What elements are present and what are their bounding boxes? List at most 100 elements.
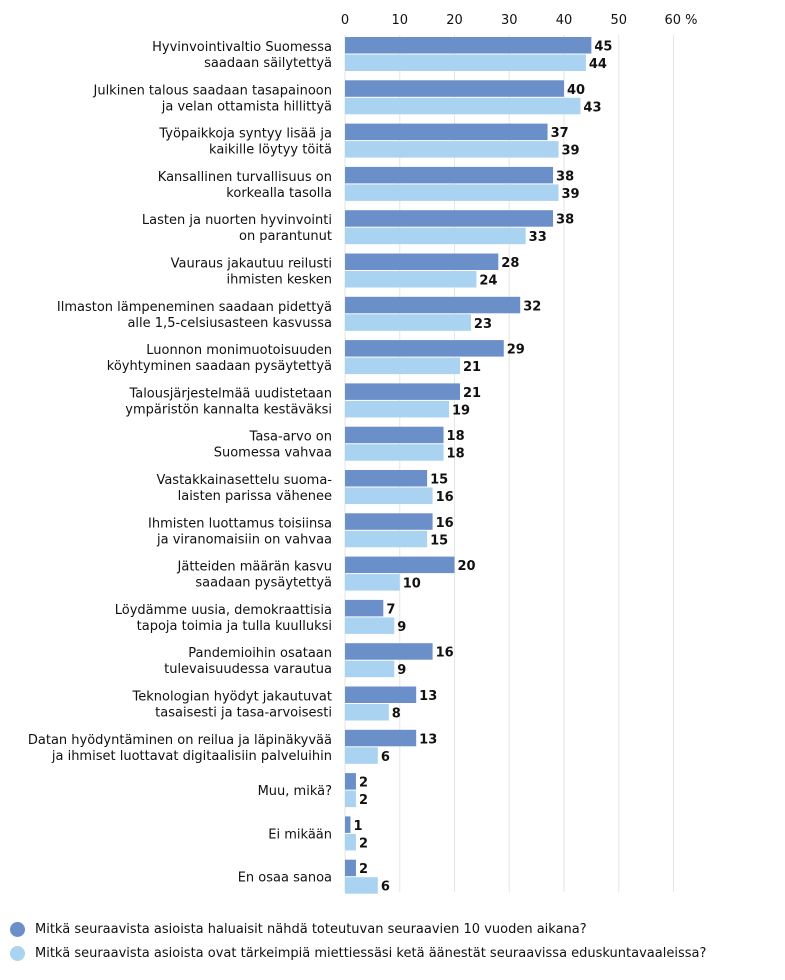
data-label-series-1: 7 <box>386 602 395 617</box>
category-label-line: Vauraus jakautuu reilusti <box>171 257 332 272</box>
bar-series-2 <box>345 54 586 71</box>
category-label-line: köyhtyminen saadaan pysäytettyä <box>107 359 332 374</box>
category-label-line: Kansallinen turvallisuus on <box>158 170 332 185</box>
bar-series-2 <box>345 574 400 591</box>
data-label-series-1: 21 <box>463 386 481 401</box>
gridlines <box>344 35 674 892</box>
category-label-line: Ihmisten luottamus toisiinsa <box>148 516 332 531</box>
legend: Mitkä seuraavista asioista haluaisit näh… <box>10 917 785 965</box>
x-tick-label: 20 <box>446 13 463 28</box>
category-label-line: ihmisten kesken <box>226 273 332 288</box>
bar-series-1 <box>345 470 428 487</box>
bar-series-2 <box>345 617 395 634</box>
data-label-series-2: 24 <box>479 274 497 289</box>
x-tick-label: 10 <box>391 13 408 28</box>
x-tick-label: 60 % <box>665 13 698 28</box>
bar-series-2 <box>345 833 356 851</box>
data-label-series-1: 2 <box>359 776 368 791</box>
bar-series-2 <box>345 357 460 375</box>
category-label-line: on parantunut <box>239 229 332 244</box>
data-label-series-2: 6 <box>381 880 390 895</box>
bar-series-2 <box>345 227 526 245</box>
category-label-line: alle 1,5-celsiusasteen kasvussa <box>127 316 332 331</box>
bar-series-1 <box>345 513 433 530</box>
bar-series-1 <box>345 686 417 703</box>
data-label-series-2: 39 <box>562 144 580 159</box>
bar-series-2 <box>345 877 378 894</box>
data-label-series-1: 40 <box>567 83 585 98</box>
data-label-series-2: 15 <box>430 533 448 548</box>
category-label-line: Löydämme uusia, demokraattisia <box>115 603 332 618</box>
category-label-line: kaikille löytyy töitä <box>209 143 332 158</box>
category-label-line: ja viranomaisiin on vahvaa <box>156 532 332 547</box>
category-label-line: Jätteiden määrän kasvu <box>177 560 332 575</box>
category-label: En osaa sanoa <box>238 871 332 886</box>
bar-series-1 <box>345 816 351 833</box>
category-label: Talousjärjestelmää uudistetaan ympäristön… <box>125 386 332 417</box>
data-label-series-2: 33 <box>529 230 547 245</box>
bar-series-2 <box>345 747 378 764</box>
data-label-series-2: 21 <box>463 360 481 375</box>
category-label: Vauraus jakautuu reilusti ihmisten kesken <box>171 257 332 288</box>
data-label-series-2: 8 <box>392 707 401 722</box>
bar-series-2 <box>345 314 471 331</box>
category-label-line: Pandemioihin osataan <box>188 646 332 661</box>
category-label-line: Suomessa vahvaa <box>214 446 332 461</box>
data-label-series-1: 13 <box>419 689 437 704</box>
data-label-series-1: 32 <box>523 299 541 314</box>
data-label-series-1: 18 <box>447 429 465 444</box>
bar-series-1 <box>345 859 356 877</box>
bar-series-1 <box>345 166 554 184</box>
category-label: Ihmisten luottamus toisiinsa ja viranomai… <box>148 516 332 547</box>
data-label-series-2: 10 <box>403 577 421 592</box>
category-label-line: ja velan ottamista hillittyä <box>161 99 332 114</box>
category-label-line: Talousjärjestelmää uudistetaan <box>128 386 332 401</box>
category-label-line: Työpaikkoja syntyy lisää ja <box>158 127 332 142</box>
bar-series-2 <box>345 487 433 504</box>
category-label: Tasa-arvo on Suomessa vahvaa <box>214 430 332 461</box>
category-label-line: laisten parissa vähenee <box>178 489 332 504</box>
category-label-line: Luonnon monimuotoisuuden <box>146 343 332 358</box>
data-label-series-2: 16 <box>436 490 454 505</box>
x-tick-label: 40 <box>556 13 573 28</box>
category-label: Kansallinen turvallisuus on korkealla tas… <box>158 170 332 201</box>
bar-series-1 <box>345 123 548 141</box>
category-label: Hyvinvointivaltio Suomessa saadaan säilyt… <box>152 40 332 71</box>
data-label-series-2: 6 <box>381 750 390 765</box>
data-label-series-2: 9 <box>397 663 406 678</box>
category-label-line: Tasa-arvo on <box>249 430 332 445</box>
bar-series-2 <box>345 790 356 808</box>
category-label: Luonnon monimuotoisuuden köyhtyminen saad… <box>107 343 332 374</box>
category-label: Jätteiden määrän kasvu saadaan pysäytetty… <box>177 560 332 591</box>
category-label-line: Datan hyödyntäminen on reilua ja läpinäk… <box>28 733 332 748</box>
category-label-line: En osaa sanoa <box>238 871 332 886</box>
category-label-line: korkealla tasolla <box>226 186 332 201</box>
data-label-series-2: 9 <box>397 620 406 635</box>
data-label-series-1: 28 <box>501 256 519 271</box>
bar-series-2 <box>345 704 389 721</box>
category-label: Työpaikkoja syntyy lisää ja kaikille löyt… <box>158 127 332 158</box>
data-label-series-1: 2 <box>359 862 368 877</box>
data-label-series-1: 45 <box>594 40 612 55</box>
category-label-line: Vastakkainasettelu suoma- <box>156 473 332 488</box>
category-label-line: saadaan säilytettyä <box>204 56 332 71</box>
data-label-series-2: 18 <box>447 447 465 462</box>
category-label: Pandemioihin osataan tulevaisuudessa vara… <box>164 646 332 677</box>
category-label: Ilmaston lämpeneminen saadaan pidettyä al… <box>57 300 332 331</box>
bar-series-1 <box>345 729 417 747</box>
bar-series-2 <box>345 530 428 548</box>
data-label-series-1: 29 <box>507 343 525 358</box>
data-label-series-2: 39 <box>562 187 580 202</box>
bar-series-2 <box>345 271 477 288</box>
bar-series-1 <box>345 80 564 97</box>
category-label: Muu, mikä? <box>258 784 332 799</box>
x-tick-label: 30 <box>501 13 518 28</box>
legend-swatch-series-2 <box>10 945 25 961</box>
category-label-line: saadaan pysäytettyä <box>195 576 332 591</box>
category-label: Teknologian hyödyt jakautuvat tasaisesti … <box>132 690 332 721</box>
category-label-line: Ei mikään <box>268 827 332 842</box>
bar-series-1 <box>345 773 356 790</box>
data-label-series-1: 15 <box>430 473 448 488</box>
bar-series-2 <box>345 400 450 418</box>
category-label-line: ympäristön kannalta kestäväksi <box>125 402 332 417</box>
